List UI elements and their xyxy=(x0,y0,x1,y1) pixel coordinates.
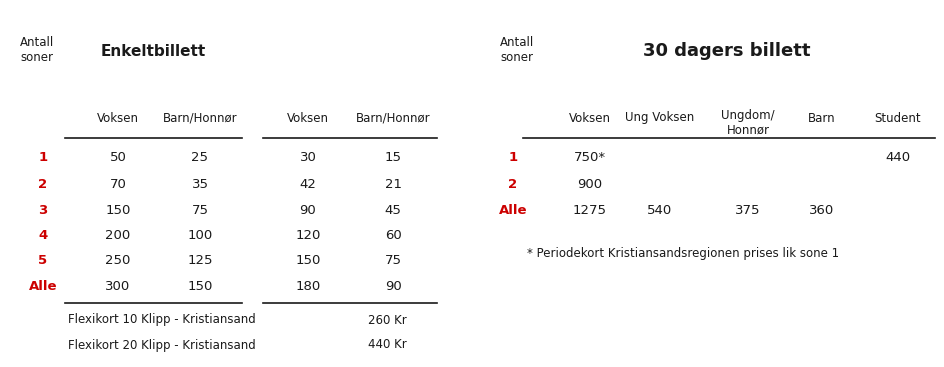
Text: 45: 45 xyxy=(384,203,401,217)
Text: 900: 900 xyxy=(577,178,602,190)
Text: Student: Student xyxy=(874,112,920,124)
Text: 300: 300 xyxy=(106,280,130,294)
Text: Flexikort 20 Klipp - Kristiansand: Flexikort 20 Klipp - Kristiansand xyxy=(68,338,256,352)
Text: 100: 100 xyxy=(187,229,212,243)
Text: * Periodekort Kristiansandsregionen prises lik sone 1: * Periodekort Kristiansandsregionen pris… xyxy=(527,247,838,259)
Text: 42: 42 xyxy=(299,178,316,190)
Text: 75: 75 xyxy=(384,254,401,268)
Text: 1: 1 xyxy=(508,152,517,164)
Text: 200: 200 xyxy=(106,229,130,243)
Text: 1: 1 xyxy=(39,152,47,164)
Text: 125: 125 xyxy=(187,254,212,268)
Text: 2: 2 xyxy=(39,178,47,190)
Text: Antall
soner: Antall soner xyxy=(20,36,54,64)
Text: 15: 15 xyxy=(384,152,401,164)
Text: Barn/Honnør: Barn/Honnør xyxy=(355,112,430,124)
Text: 70: 70 xyxy=(110,178,126,190)
Text: 30: 30 xyxy=(299,152,316,164)
Text: 30 dagers billett: 30 dagers billett xyxy=(643,42,810,60)
Text: 5: 5 xyxy=(39,254,47,268)
Text: Ungdom/
Honnør: Ungdom/ Honnør xyxy=(720,109,774,137)
Text: 360: 360 xyxy=(808,203,834,217)
Text: 1275: 1275 xyxy=(572,203,606,217)
Text: Enkeltbillett: Enkeltbillett xyxy=(100,44,206,58)
Text: 750*: 750* xyxy=(573,152,605,164)
Text: 375: 375 xyxy=(734,203,760,217)
Text: Ung Voksen: Ung Voksen xyxy=(625,112,694,124)
Text: 260 Kr: 260 Kr xyxy=(367,313,406,327)
Text: Alle: Alle xyxy=(498,203,527,217)
Text: 90: 90 xyxy=(299,203,316,217)
Text: Voksen: Voksen xyxy=(287,112,329,124)
Text: 50: 50 xyxy=(110,152,126,164)
Text: 150: 150 xyxy=(187,280,212,294)
Text: 21: 21 xyxy=(384,178,401,190)
Text: Antall
soner: Antall soner xyxy=(499,36,533,64)
Text: 120: 120 xyxy=(295,229,320,243)
Text: 25: 25 xyxy=(192,152,209,164)
Text: Flexikort 10 Klipp - Kristiansand: Flexikort 10 Klipp - Kristiansand xyxy=(68,313,256,327)
Text: 4: 4 xyxy=(39,229,47,243)
Text: 150: 150 xyxy=(295,254,320,268)
Text: Voksen: Voksen xyxy=(97,112,139,124)
Text: 2: 2 xyxy=(508,178,517,190)
Text: 75: 75 xyxy=(192,203,209,217)
Text: 540: 540 xyxy=(647,203,672,217)
Text: 60: 60 xyxy=(384,229,401,243)
Text: 440: 440 xyxy=(885,152,910,164)
Text: 90: 90 xyxy=(384,280,401,294)
Text: 180: 180 xyxy=(295,280,320,294)
Text: 440 Kr: 440 Kr xyxy=(367,338,406,352)
Text: Voksen: Voksen xyxy=(568,112,611,124)
Text: Barn/Honnør: Barn/Honnør xyxy=(162,112,237,124)
Text: 150: 150 xyxy=(105,203,130,217)
Text: Alle: Alle xyxy=(28,280,58,294)
Text: Mobilbillett/
Reisepenger: Mobilbillett/ Reisepenger xyxy=(303,34,411,68)
Text: 35: 35 xyxy=(192,178,209,190)
Text: Barn: Barn xyxy=(807,112,834,124)
Text: 3: 3 xyxy=(39,203,47,217)
Text: 250: 250 xyxy=(105,254,130,268)
